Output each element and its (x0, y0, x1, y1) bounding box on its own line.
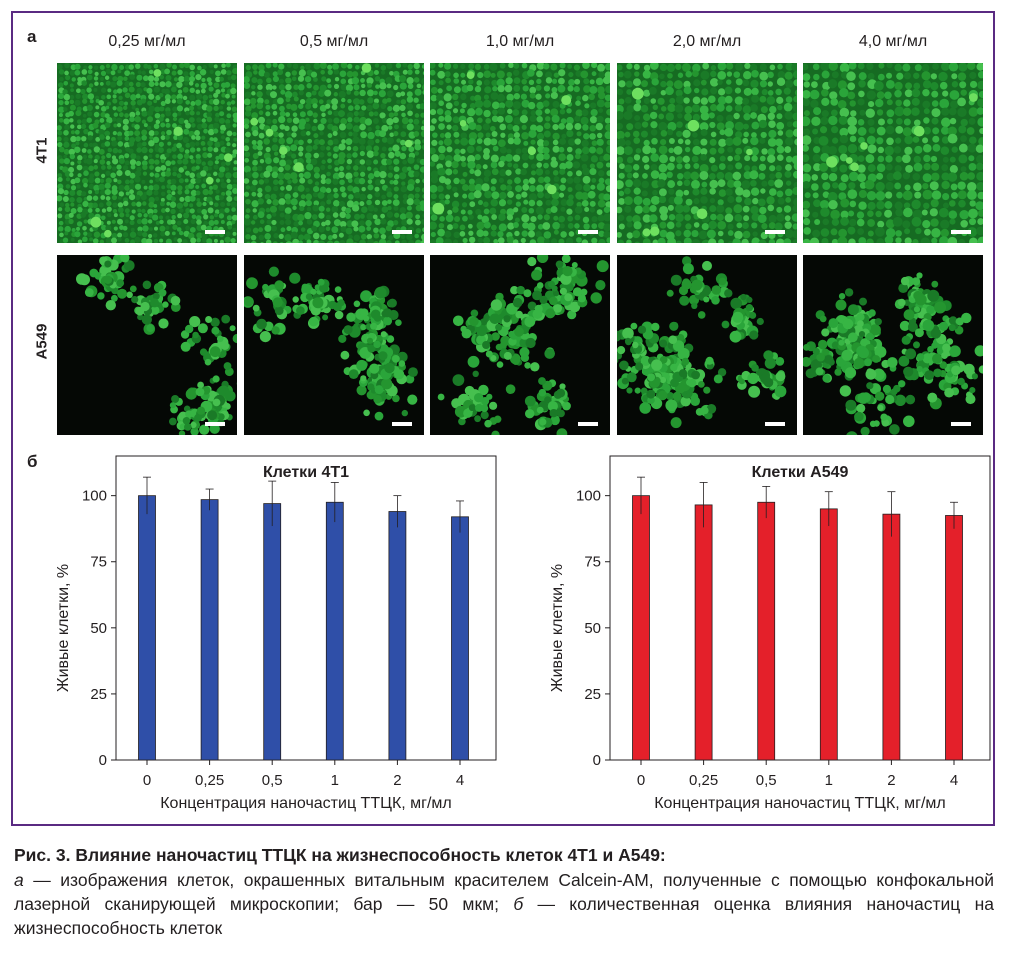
concentration-label: 2,0 мг/мл (672, 33, 742, 50)
bar (882, 513, 901, 761)
y-tick-label: 100 (82, 488, 107, 505)
x-tick-label: 1 (825, 772, 833, 789)
panel-a-label: а (27, 27, 37, 46)
y-tick-label: 25 (90, 686, 107, 703)
x-tick-label: 1 (331, 772, 339, 789)
bar (138, 495, 156, 761)
x-tick-label: 4 (950, 772, 958, 789)
concentration-label: 0,5 мг/мл (299, 33, 369, 50)
micrograph-4t1-0 (57, 63, 237, 243)
y-axis-label: Живые клетки, % (549, 564, 566, 692)
bar (694, 504, 713, 761)
caption-title: Рис. 3. Влияние наночастиц ТТЦК на жизне… (14, 845, 666, 865)
caption-b-letter: б (513, 894, 524, 914)
caption-a-text: — изображения клеток, окрашенных витальн… (14, 870, 994, 914)
bar (451, 516, 469, 761)
y-axis-label: Живые клетки, % (55, 564, 72, 692)
micrograph-4t1-4 (803, 63, 983, 243)
scale-bar (205, 230, 225, 234)
bar (632, 495, 650, 761)
x-tick-label: 0 (143, 772, 151, 789)
micrograph-4t1-1 (244, 63, 424, 243)
y-tick-label: 0 (99, 752, 107, 769)
bar (200, 499, 219, 761)
panel-b-label: б (27, 452, 38, 471)
x-tick-label: 2 (393, 772, 401, 789)
micrograph-a549-2 (430, 255, 610, 435)
bar (945, 515, 963, 761)
y-tick-label: 25 (584, 686, 601, 703)
row-label-a549: A549 (33, 323, 51, 360)
x-tick-label: 0,5 (262, 772, 283, 789)
y-tick-label: 75 (90, 554, 107, 571)
micrograph-a549-3 (617, 255, 797, 435)
x-tick-label: 2 (887, 772, 895, 789)
y-tick-label: 75 (584, 554, 601, 571)
chart-title: Клетки 4T1 (263, 464, 349, 481)
scale-bar (765, 422, 785, 426)
scale-bar (578, 230, 598, 234)
micrograph-a549-4 (803, 255, 983, 435)
bar (388, 511, 407, 761)
caption-a-letter: а (14, 870, 24, 890)
scale-bar (392, 230, 412, 234)
scale-bar (578, 422, 598, 426)
chart-4t1: Клетки 4T1 0 25 50 75 100 0 0,25 0,5 1 2 4Концентра… (55, 455, 497, 812)
plot-frame (609, 455, 991, 761)
x-axis-label: Концентрация наночастиц ТТЦК, мг/мл (160, 795, 452, 812)
scale-bar (392, 422, 412, 426)
scale-bar (765, 230, 785, 234)
chart-title: Клетки A549 (752, 464, 849, 481)
concentration-label: 1,0 мг/мл (485, 33, 555, 50)
x-tick-label: 0 (637, 772, 645, 789)
concentration-label: 0,25 мг/мл (108, 33, 186, 50)
y-tick-label: 50 (584, 620, 601, 637)
bar (757, 501, 776, 761)
y-tick-label: 100 (576, 488, 601, 505)
micrograph-a549-0 (57, 255, 237, 435)
plot-frame (115, 455, 497, 761)
x-axis-label: Концентрация наночастиц ТТЦК, мг/мл (654, 795, 946, 812)
concentration-label: 4,0 мг/мл (858, 33, 928, 50)
caption-body: а — изображения клеток, окрашенных витал… (14, 868, 994, 940)
figure-frame (11, 11, 995, 826)
x-tick-label: 0,25 (689, 772, 718, 789)
y-tick-label: 50 (90, 620, 107, 637)
y-tick-label: 0 (593, 752, 601, 769)
x-tick-label: 4 (456, 772, 464, 789)
micrograph-4t1-2 (430, 63, 610, 243)
scale-bar (951, 422, 971, 426)
bar (819, 508, 838, 761)
x-tick-label: 0,5 (756, 772, 777, 789)
scale-bar (951, 230, 971, 234)
micrograph-a549-1 (244, 255, 424, 435)
micrograph-4t1-3 (617, 63, 797, 243)
caption-b-text: — количественная оценка влияния наночаст… (14, 894, 994, 938)
row-label-4t1: 4T1 (33, 137, 51, 164)
scale-bar (205, 422, 225, 426)
chart-a549: Клетки A549 0 25 50 75 100 0 0,25 0,5 1 2 4Концентр… (549, 455, 991, 812)
x-tick-label: 0,25 (195, 772, 224, 789)
bar (325, 501, 344, 761)
bar (263, 503, 282, 761)
